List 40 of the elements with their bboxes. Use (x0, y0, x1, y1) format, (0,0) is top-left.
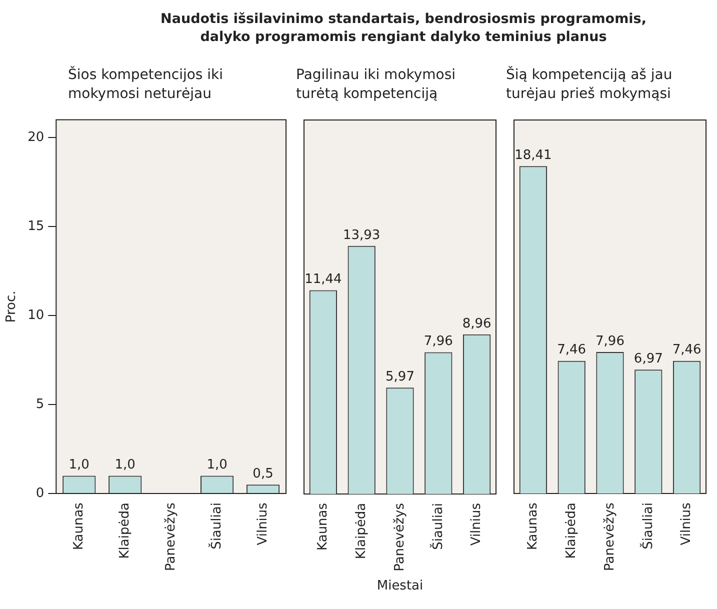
x-axis-title: Miestai (376, 578, 424, 594)
y-tick-label: 5 (36, 396, 44, 412)
data-label: 7,96 (424, 334, 453, 350)
x-tick-label: Vilnius (255, 502, 270, 546)
data-label: 7,46 (672, 342, 702, 358)
y-tick-label: 15 (28, 218, 44, 234)
x-tick-label: Klaipėda (117, 502, 132, 559)
y-tick-label: 20 (28, 130, 44, 145)
x-tick-label: Šiauliai (428, 502, 446, 550)
x-tick-label: Vilnius (469, 502, 484, 546)
text: Naudotis išsilavinimo standartais, bendrosiosmis programomis, dalyko programomis rengiant dalyko teminius planus (160, 10, 648, 46)
data-label: 5,97 (386, 370, 414, 385)
data-label: 8,96 (462, 316, 492, 332)
x-tick-label: Klaipėda (354, 502, 369, 560)
data-label: 7,96 (596, 334, 624, 349)
x-tick-label: Kaunas (526, 502, 541, 550)
data-label: 11,44 (304, 272, 342, 288)
x-tick-label: Kaunas (316, 502, 331, 550)
data-label: 6,97 (634, 351, 663, 366)
data-label: 13,93 (342, 228, 380, 243)
x-tick-label: Šiauliai (638, 502, 656, 550)
x-tick-label: Panevėžys (392, 502, 408, 572)
x-tick-label: Panevėžys (602, 502, 618, 572)
y-axis-title: Proc. (4, 290, 20, 323)
data-label: 0,5 (252, 466, 274, 482)
data-label: 1,0 (68, 458, 90, 473)
data-label: 7,46 (557, 342, 586, 358)
chart-title: Šios kompetencijos iki mokymosi neturėjau (67, 65, 224, 104)
data-label: 1,0 (206, 458, 228, 473)
data-label: 18,41 (514, 148, 552, 163)
x-tick-label: Šiauliai (207, 502, 224, 550)
y-tick-label: 0 (36, 486, 44, 501)
x-tick-label: Kaunas (72, 502, 87, 550)
data-label: 1,0 (114, 458, 136, 473)
chart-title: Šią kompetenciją aš jau turėjau prieš mokymąsi (505, 65, 674, 104)
x-tick-label: Klaipėda (564, 502, 579, 559)
x-tick-label: Panevėžys (163, 502, 178, 572)
y-tick-label: 10 (28, 308, 44, 323)
x-tick-label: Vilnius (679, 502, 694, 546)
chart-title: Pagilinau iki mokymosi turėtą kompetenciją (295, 66, 457, 104)
